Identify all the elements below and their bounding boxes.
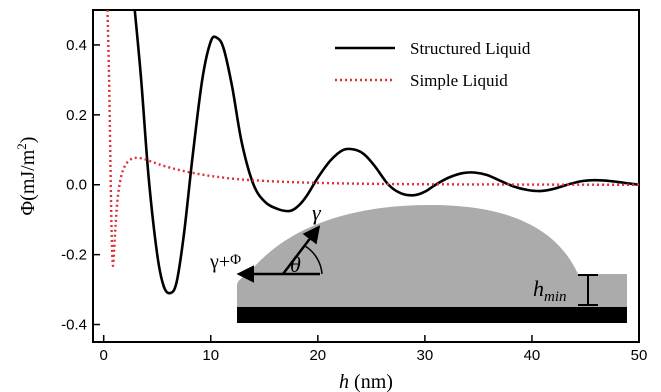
x-tick-label: 0 bbox=[100, 347, 108, 364]
x-tick-label: 10 bbox=[202, 347, 219, 364]
y-tick-label: 0.4 bbox=[66, 37, 87, 54]
theta-label: θ bbox=[290, 252, 301, 277]
y-axis-ticks: -0.4 -0.2 0.0 0.2 0.4 bbox=[61, 37, 100, 334]
y-axis-label: Φ(mJ/m2) bbox=[14, 137, 39, 216]
substrate bbox=[237, 307, 627, 323]
legend-label-simple: Simple Liquid bbox=[410, 71, 508, 90]
legend-label-structured: Structured Liquid bbox=[410, 39, 531, 58]
hmin-label: hmin bbox=[533, 276, 567, 305]
y-tick-label: -0.2 bbox=[61, 247, 87, 264]
y-tick-label: 0.2 bbox=[66, 107, 87, 124]
droplet-shape bbox=[237, 205, 627, 307]
gamma-label: γ bbox=[312, 200, 322, 225]
series-structured-liquid-line bbox=[133, 10, 639, 295]
theta-arc bbox=[304, 245, 323, 275]
gamma-arrow bbox=[282, 225, 321, 275]
y-tick-label: -0.4 bbox=[61, 317, 87, 334]
x-tick-label: 50 bbox=[631, 347, 648, 364]
gamma-plus-phi-label: γ+Φ bbox=[209, 251, 241, 273]
x-tick-label: 20 bbox=[309, 347, 326, 364]
x-axis-label: h (nm) bbox=[339, 371, 393, 392]
x-axis-ticks: 0 10 20 30 40 50 bbox=[100, 335, 648, 364]
x-tick-label: 30 bbox=[417, 347, 434, 364]
plot-frame bbox=[92, 9, 640, 343]
series-simple-liquid-line bbox=[106, 10, 639, 267]
droplet-inset: γ γ+Φ θ hmin bbox=[209, 200, 627, 323]
legend: Structured Liquid Simple Liquid bbox=[335, 39, 531, 90]
y-tick-label: 0.0 bbox=[66, 177, 87, 194]
x-tick-label: 40 bbox=[524, 347, 541, 364]
